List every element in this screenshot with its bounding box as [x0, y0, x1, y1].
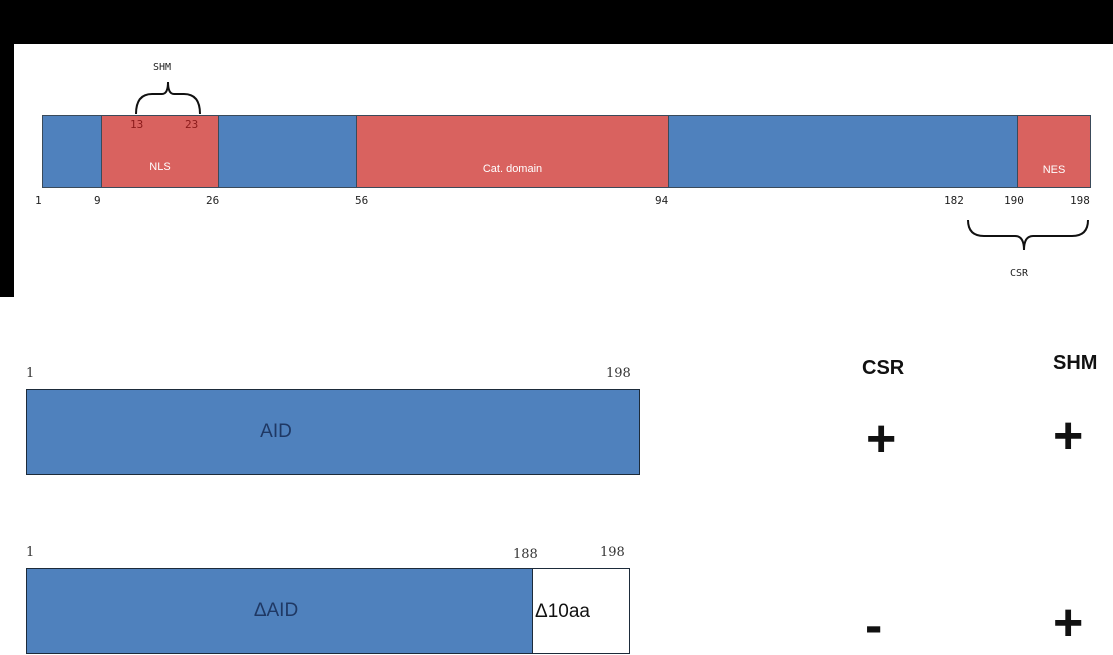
aid-shm-result: + — [1053, 407, 1084, 465]
segment-nls — [101, 115, 219, 188]
aid-csr-result: + — [866, 410, 897, 468]
segment-nes — [1017, 115, 1091, 188]
deletion-label: Δ10aa — [535, 601, 590, 622]
segment-linker-1 — [218, 115, 357, 188]
segment-nes-label: NES — [1042, 164, 1066, 176]
segment-linker-2 — [668, 115, 1018, 188]
shm-bracket-label: SHM — [153, 62, 172, 73]
segment-cat-domain-label: Cat. domain — [482, 163, 543, 175]
delta-aid-split-tick: 188 — [513, 547, 538, 562]
shm-end-number: 23 — [185, 118, 199, 131]
csr-bracket — [967, 219, 1089, 251]
shm-start-number: 13 — [130, 118, 144, 131]
delta-aid-end-tick: 198 — [600, 545, 625, 560]
segment-n-terminal — [42, 115, 102, 188]
tick-56: 56 — [355, 194, 369, 207]
delta-aid-bar — [26, 568, 534, 654]
delta-aid-csr-result: - — [865, 597, 883, 655]
deletion-box — [532, 568, 630, 654]
delta-aid-shm-result: + — [1053, 594, 1084, 652]
aid-start-tick: 1 — [26, 366, 35, 381]
csr-column-header: CSR — [862, 357, 905, 379]
delta-aid-bar-label: ΔAID — [253, 600, 299, 621]
segment-nls-label: NLS — [149, 161, 171, 173]
tick-198: 198 — [1070, 194, 1090, 207]
shm-column-header: SHM — [1053, 352, 1098, 374]
aid-bar — [26, 389, 640, 475]
tick-182: 182 — [944, 194, 964, 207]
tick-9: 9 — [94, 194, 101, 207]
csr-bracket-label: CSR — [1010, 268, 1029, 279]
aid-bar-label: AID — [260, 421, 292, 442]
delta-aid-start-tick: 1 — [26, 545, 35, 560]
shm-bracket — [135, 81, 201, 115]
left-black-border — [0, 44, 14, 297]
tick-1: 1 — [35, 194, 42, 207]
segment-cat-domain — [356, 115, 669, 188]
tick-26: 26 — [206, 194, 220, 207]
tick-94: 94 — [655, 194, 669, 207]
top-black-border — [0, 0, 1113, 44]
aid-end-tick: 198 — [606, 366, 631, 381]
tick-190: 190 — [1004, 194, 1024, 207]
